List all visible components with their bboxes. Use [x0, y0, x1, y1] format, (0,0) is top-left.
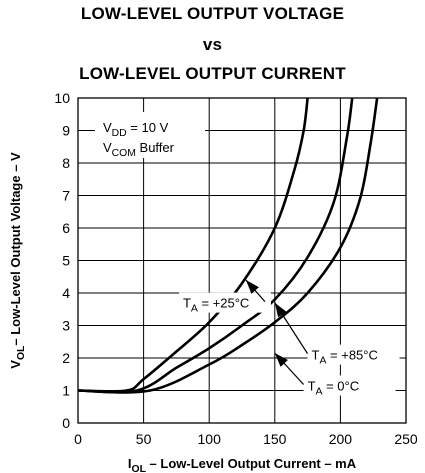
series-line-2: [77, 97, 379, 394]
condition-1: VCOM Buffer: [103, 140, 175, 159]
chart-title-line-1: LOW-LEVEL OUTPUT VOLTAGE: [80, 4, 345, 23]
x-tick-label-3: 150: [263, 431, 287, 447]
x-tick-label-1: 50: [136, 431, 152, 447]
chart-title-line-3: LOW-LEVEL OUTPUT CURRENT: [79, 64, 346, 83]
y-tick-label-5: 5: [62, 253, 70, 269]
series-label-2: TA = 0°C: [308, 379, 360, 398]
x-axis-label: IOL – Low-Level Output Current – mA: [128, 456, 357, 473]
y-tick-label-4: 4: [62, 285, 70, 301]
x-tick-label-5: 250: [394, 431, 418, 447]
y-tick-label-8: 8: [62, 155, 70, 171]
chart-title-line-2: vs: [202, 35, 223, 54]
condition-0: VDD = 10 V: [103, 120, 169, 139]
series-label-1: TA = +85°C: [312, 348, 378, 367]
annotation-arrowhead-2: [274, 353, 288, 367]
series-label-0: TA = +25°C: [183, 296, 249, 315]
y-tick-label-0: 0: [62, 415, 70, 431]
y-tick-label-9: 9: [62, 123, 70, 139]
y-tick-label-2: 2: [62, 350, 70, 366]
series-label-background-1: [307, 344, 400, 365]
y-tick-label-6: 6: [62, 220, 70, 236]
y-axis-label: VOL– Low-Level Output Voltage – V: [8, 152, 27, 369]
annotation-arrowhead-1: [274, 302, 287, 318]
series-label-background-2: [303, 375, 396, 396]
y-tick-label-3: 3: [62, 318, 70, 334]
plot-frame: [77, 97, 407, 424]
conditions-background: [95, 112, 205, 158]
y-tick-label-1: 1: [62, 383, 70, 399]
x-tick-label-2: 100: [198, 431, 222, 447]
series-label-background-0: [178, 292, 271, 313]
annotation-arrowhead-0: [245, 280, 259, 294]
x-tick-label-0: 0: [74, 431, 82, 447]
x-tick-label-4: 200: [329, 431, 353, 447]
y-tick-label-10: 10: [54, 90, 70, 106]
y-tick-label-7: 7: [62, 188, 70, 204]
